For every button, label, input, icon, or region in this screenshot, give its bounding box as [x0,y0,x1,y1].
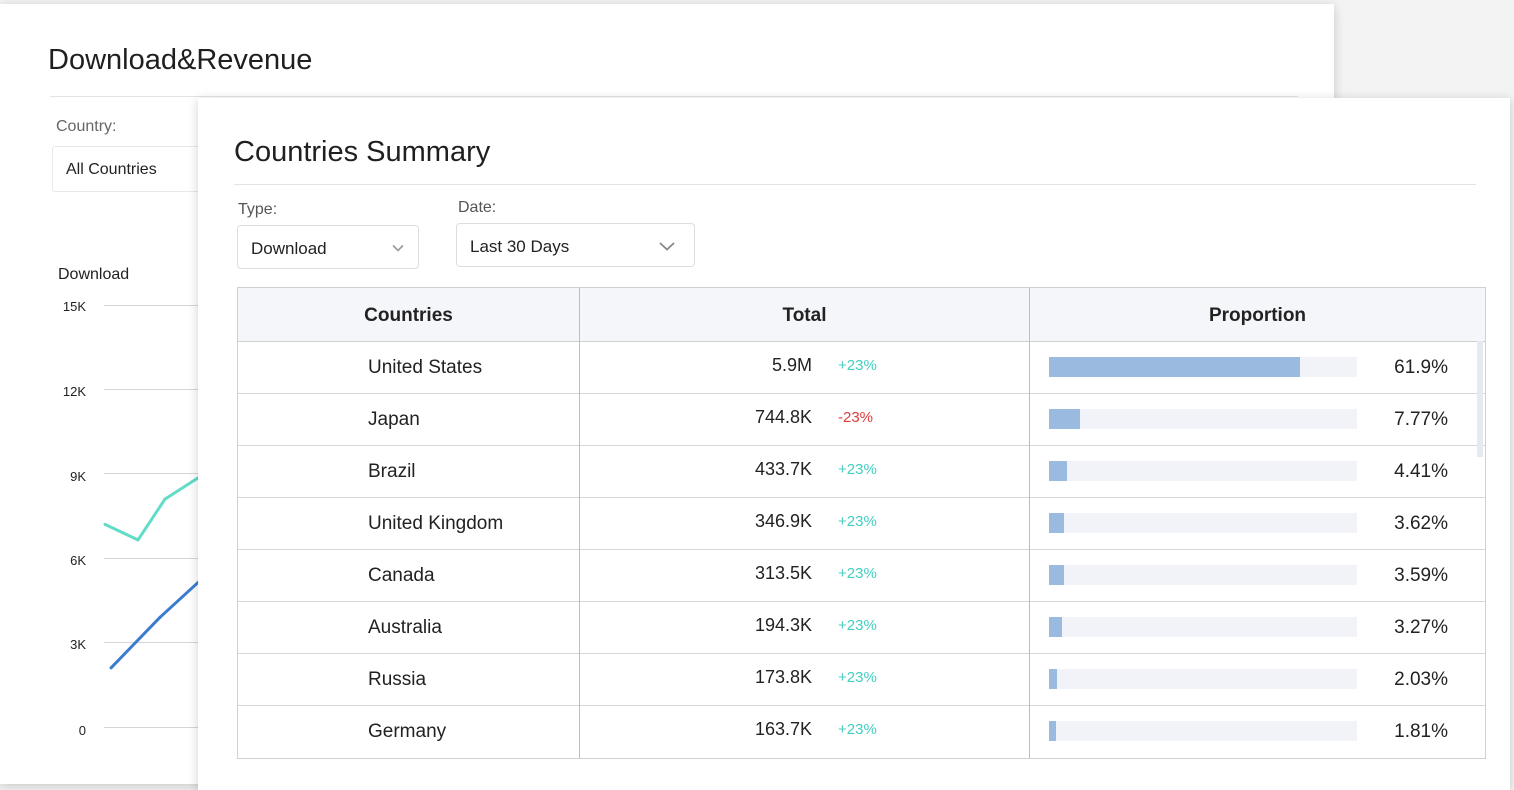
gridline [104,558,204,559]
change-badge: +23% [838,617,877,634]
proportion-bar-track [1049,617,1357,637]
proportion-cell: 61.9% [1394,357,1448,378]
y-tick-label: 12K [62,384,86,399]
proportion-bar-track [1049,565,1357,585]
type-label: Type: [238,201,278,218]
gridline [104,389,204,390]
proportion-bar-track [1049,669,1357,689]
change-badge: +23% [838,513,877,530]
divider [50,96,1298,97]
proportion-cell: 7.77% [1394,409,1448,430]
table-row[interactable]: Russia 173.8K +23% 2.03% [238,653,1485,706]
total-cell: 163.7K [754,719,812,739]
chevron-down-icon [659,242,675,251]
total-cell: 346.9K [754,511,812,531]
proportion-cell: 3.62% [1394,513,1448,534]
date-select-value: Last 30 Days [470,237,570,256]
country-cell: United Kingdom [368,513,504,534]
total-cell: 313.5K [754,563,812,583]
column-header-countries[interactable]: Countries [364,305,453,326]
proportion-bar-track [1049,461,1357,481]
column-header-proportion[interactable]: Proportion [1208,305,1307,326]
proportion-bar-fill [1049,357,1300,377]
proportion-cell: 4.41% [1394,461,1448,482]
proportion-bar-fill [1049,669,1057,689]
gridline [104,305,204,306]
column-header-total[interactable]: Total [782,305,827,326]
change-badge: +23% [838,461,877,478]
total-cell: 194.3K [754,615,812,635]
teal-series-point [136,538,140,542]
country-label: Country: [56,118,117,135]
blue-series-line [109,579,202,669]
teal-series-point [103,522,107,526]
y-tick-label: 0 [78,723,86,738]
column-divider [579,288,580,758]
chevron-down-icon [392,244,404,252]
y-tick-label: 6K [70,553,86,568]
proportion-bar-fill [1049,409,1080,429]
proportion-bar-fill [1049,617,1062,637]
gridline [104,727,204,728]
table-row[interactable]: Japan 744.8K -23% 7.77% [238,393,1485,446]
date-label: Date: [458,199,497,216]
table-header: Countries Total Proportion [238,288,1485,342]
y-tick-label: 3K [70,637,86,652]
proportion-bar-fill [1049,513,1064,533]
proportion-bar-track [1049,513,1357,533]
type-select[interactable]: Download [237,225,419,269]
teal-series-line [104,475,201,542]
proportion-bar-track [1049,409,1357,429]
country-cell: Brazil [368,461,416,482]
country-cell: Russia [368,669,427,690]
change-badge: +23% [838,669,877,686]
change-badge: +23% [838,721,877,738]
total-cell: 5.9M [771,355,812,375]
total-cell: 744.8K [754,407,812,427]
table-row[interactable]: United States 5.9M +23% 61.9% [238,341,1485,394]
gridline [104,473,204,474]
table-row[interactable]: Germany 163.7K +23% 1.81% [238,705,1485,757]
blue-series-point [158,615,162,619]
countries-table: Countries Total Proportion United States… [237,287,1486,759]
table-row[interactable]: Canada 313.5K +23% 3.59% [238,549,1485,602]
y-tick-label: 9K [70,469,86,484]
country-cell: Australia [368,617,442,638]
column-divider [1029,288,1030,758]
divider [234,184,1476,185]
country-cell: Canada [368,565,435,586]
proportion-bar-fill [1049,565,1064,585]
y-tick-label: 15K [62,299,86,314]
chart-title: Download [58,266,130,283]
change-badge: +23% [838,357,877,374]
proportion-bar-track [1049,721,1357,741]
panel-title: Countries Summary [234,136,491,168]
proportion-bar-fill [1049,461,1067,481]
table-row[interactable]: United Kingdom 346.9K +23% 3.62% [238,497,1485,550]
total-cell: 173.8K [754,667,812,687]
country-select-value: All Countries [66,161,157,178]
country-cell: Germany [368,721,447,742]
type-select-value: Download [251,239,327,258]
country-cell: United States [368,357,483,378]
gridline [104,642,204,643]
proportion-cell: 1.81% [1394,721,1448,742]
table-row[interactable]: Brazil 433.7K +23% 4.41% [238,445,1485,498]
total-cell: 433.7K [754,459,812,479]
date-select[interactable]: Last 30 Days [456,223,695,267]
table-row[interactable]: Australia 194.3K +23% 3.27% [238,601,1485,654]
country-cell: Japan [368,409,420,430]
blue-series-point [109,666,113,670]
proportion-bar-track [1049,357,1357,377]
panel-title: Download&Revenue [48,44,313,76]
proportion-cell: 3.59% [1394,565,1448,586]
change-badge: +23% [838,565,877,582]
proportion-cell: 2.03% [1394,669,1448,690]
teal-series-point [163,497,167,501]
scrollbar-thumb[interactable] [1477,341,1483,457]
proportion-cell: 3.27% [1394,617,1448,638]
countries-summary-panel: Countries Summary Type: Download Date: L… [198,98,1510,790]
proportion-bar-fill [1049,721,1056,741]
change-badge: -23% [838,409,874,426]
